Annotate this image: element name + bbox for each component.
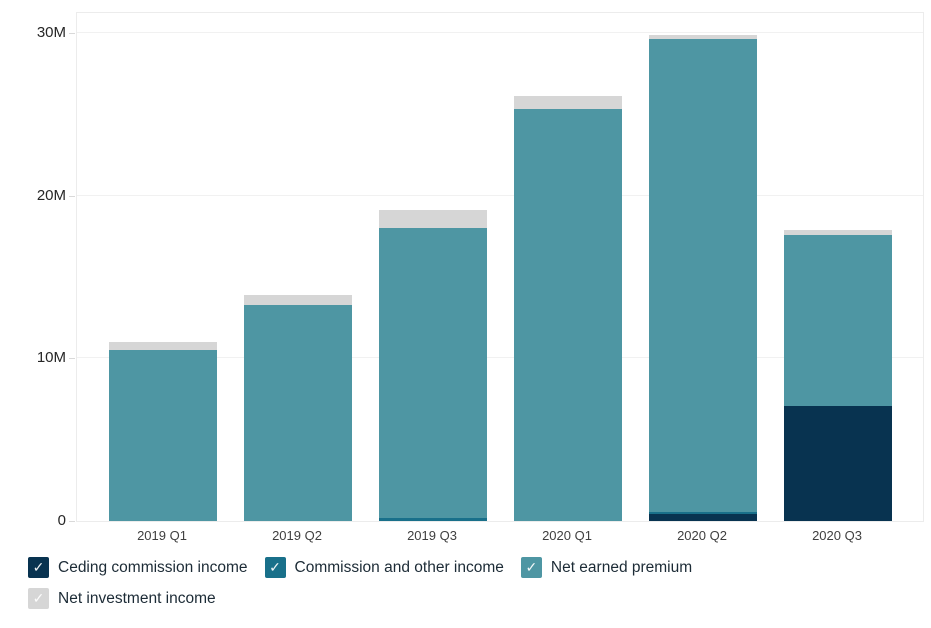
bar-segment-ceding-commission-income[interactable] (784, 406, 892, 521)
bar-segment-net-investment-income[interactable] (109, 342, 217, 350)
bar-segment-net-investment-income[interactable] (649, 35, 757, 39)
bar-segment-ceding-commission-income[interactable] (649, 514, 757, 521)
bar-2019-q2[interactable] (244, 295, 352, 521)
y-tick (69, 195, 75, 197)
legend-item-ceding-commission-income[interactable]: ✓ Ceding commission income (28, 557, 248, 578)
legend-checkbox-checked-icon[interactable]: ✓ (520, 557, 542, 578)
legend-item-net-earned-premium[interactable]: ✓ Net earned premium (520, 557, 693, 578)
legend-item-commission-and-other-income[interactable]: ✓ Commission and other income (264, 557, 504, 578)
y-axis-label: 20M (36, 186, 66, 204)
y-tick (69, 33, 75, 34)
bar-2020-q2[interactable] (649, 35, 757, 521)
x-axis-label: 2019 Q2 (272, 528, 322, 543)
bar-2020-q1[interactable] (514, 96, 622, 521)
bar-segment-net-earned-premium[interactable] (784, 235, 892, 406)
legend-row: ✓ Ceding commission income ✓ Commission and… (28, 557, 709, 578)
legend-checkbox-checked-icon[interactable]: ✓ (264, 557, 286, 578)
y-tick (69, 358, 75, 360)
gridline-20M (77, 194, 923, 196)
x-axis-label: 2019 Q3 (407, 528, 457, 543)
gridline-10M (77, 357, 923, 359)
bar-segment-net-earned-premium[interactable] (379, 228, 487, 518)
y-axis-label: 0 (57, 512, 66, 529)
bar-2019-q1[interactable] (109, 342, 217, 521)
y-axis-label: 30M (36, 24, 66, 41)
legend-row: ✓ Net investment income (28, 588, 709, 609)
legend-label: Net investment income (58, 589, 216, 607)
bar-2020-q3[interactable] (784, 230, 892, 521)
legend-checkbox-checked-icon[interactable]: ✓ (28, 588, 49, 609)
plot-area (76, 12, 924, 522)
bar-segment-commission-and-other-income[interactable] (649, 512, 757, 514)
bar-segment-net-earned-premium[interactable] (649, 39, 757, 512)
x-axis-label: 2019 Q1 (137, 528, 187, 543)
legend-label: Ceding commission income (58, 558, 248, 576)
bar-2019-q3[interactable] (379, 210, 487, 521)
y-axis-label: 10M (36, 349, 66, 367)
bar-segment-net-investment-income[interactable] (784, 230, 892, 235)
bar-segment-net-earned-premium[interactable] (244, 305, 352, 521)
x-axis-label: 2020 Q1 (542, 528, 592, 543)
x-axis-label: 2020 Q3 (812, 528, 862, 543)
y-tick (69, 521, 75, 522)
bar-segment-net-earned-premium[interactable] (514, 109, 622, 521)
legend-item-net-investment-income[interactable]: ✓ Net investment income (28, 588, 216, 609)
bar-segment-commission-and-other-income[interactable] (379, 518, 487, 521)
bar-segment-net-investment-income[interactable] (514, 96, 622, 109)
bar-segment-net-earned-premium[interactable] (109, 350, 217, 521)
x-axis-label: 2020 Q2 (677, 528, 727, 543)
legend-label: Commission and other income (294, 558, 504, 576)
legend: ✓ Ceding commission income ✓ Commission and… (28, 557, 709, 619)
bar-segment-net-investment-income[interactable] (379, 210, 487, 228)
bar-segment-net-investment-income[interactable] (244, 295, 352, 305)
gridline-30M (77, 32, 923, 33)
legend-checkbox-checked-icon[interactable]: ✓ (28, 557, 49, 578)
legend-label: Net earned premium (550, 558, 693, 576)
